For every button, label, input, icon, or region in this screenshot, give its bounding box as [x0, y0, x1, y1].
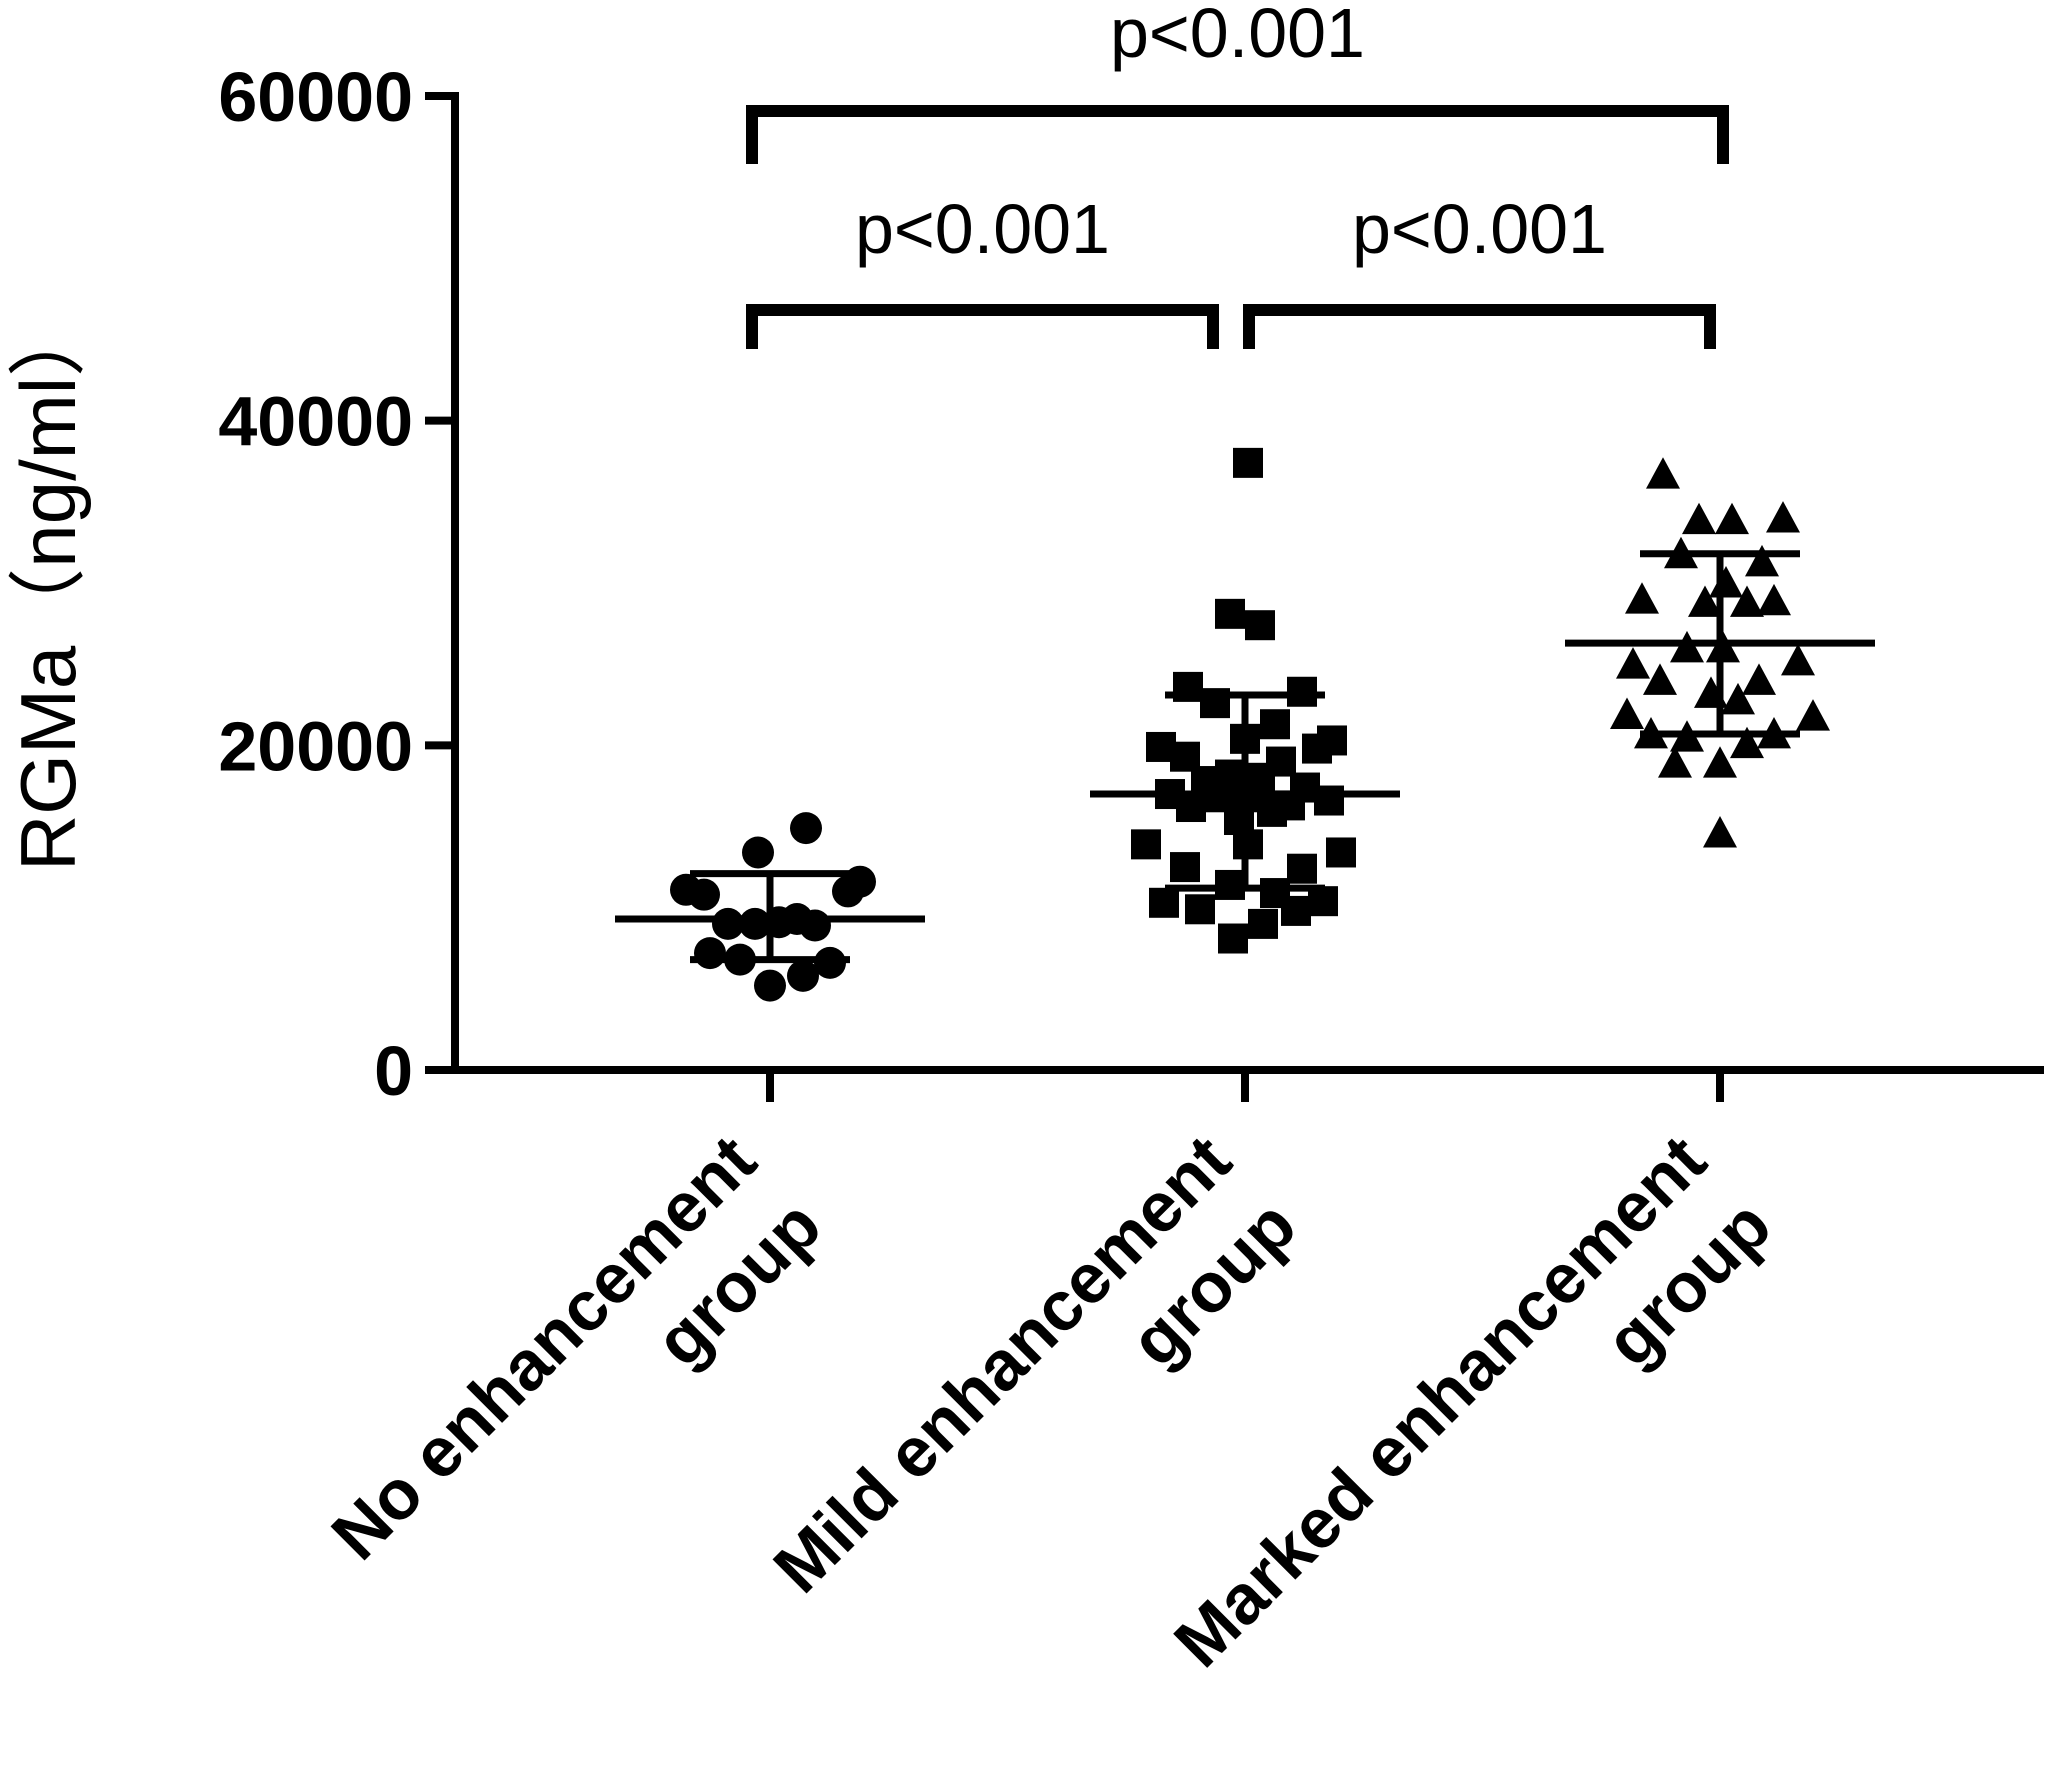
data-point-circle	[799, 909, 831, 942]
data-point-square	[1260, 709, 1290, 740]
y-tick-label: 40000	[218, 383, 413, 461]
significance-bracket	[746, 304, 1219, 349]
y-tick-label: 60000	[218, 58, 413, 136]
data-point-square	[1287, 853, 1317, 884]
p-value-label: p<0.001	[1352, 190, 1607, 268]
data-point-square	[1326, 837, 1356, 868]
data-point-triangle	[1643, 663, 1677, 695]
data-point-triangle	[1646, 457, 1680, 489]
data-point-triangle	[1658, 746, 1692, 778]
data-point-triangle	[1745, 544, 1779, 577]
data-point-circle	[754, 969, 786, 1002]
y-ticks: 0 20000 40000 60000	[218, 58, 455, 1110]
p-value-label: p<0.001	[1110, 0, 1365, 72]
data-point-triangle	[1781, 643, 1815, 676]
data-point-circle	[790, 812, 822, 845]
data-point-square	[1314, 785, 1344, 816]
data-point-square	[1131, 829, 1161, 860]
data-point-triangle	[1703, 746, 1737, 778]
significance-brackets: p<0.001 p<0.001 p<0.001	[746, 0, 1729, 349]
data-point-triangle	[1766, 501, 1800, 533]
x-tick-label: No enhancementgroup	[317, 1120, 836, 1639]
p-value-label: p<0.001	[855, 190, 1110, 268]
data-point-triangle	[1709, 566, 1743, 598]
data-point-triangle	[1688, 585, 1722, 617]
data-point-triangle	[1616, 647, 1650, 679]
data-point-triangle	[1730, 585, 1764, 617]
data-point-triangle	[1610, 697, 1644, 729]
significance-bracket	[746, 105, 1729, 164]
data-point-triangle	[1625, 582, 1659, 614]
y-axis-label: RGMa（ng/ml）	[4, 299, 92, 871]
data-point-square	[1245, 610, 1275, 641]
data-point-square	[1149, 887, 1179, 918]
data-point-triangle	[1670, 630, 1704, 663]
data-point-triangle	[1796, 699, 1830, 731]
data-point-square	[1218, 923, 1248, 954]
data-point-circle	[787, 959, 819, 992]
data-point-triangle	[1730, 726, 1764, 759]
data-point-circle	[844, 865, 876, 898]
y-tick-label: 20000	[218, 707, 413, 785]
data-point-square	[1317, 725, 1347, 756]
data-point-square	[1170, 852, 1200, 883]
data-point-circle	[688, 878, 720, 911]
data-point-triangle	[1721, 682, 1755, 715]
data-point-triangle	[1715, 502, 1749, 535]
y-tick-label: 0	[374, 1032, 413, 1110]
data-point-circle	[694, 937, 726, 970]
error-bars	[615, 550, 1875, 964]
data-point-square	[1215, 598, 1245, 629]
data-point-triangle	[1703, 815, 1737, 848]
data-point-circle	[742, 836, 774, 869]
data-point-square	[1248, 908, 1278, 939]
data-point-square	[1185, 894, 1215, 925]
data-point-square	[1266, 746, 1296, 777]
data-point-triangle	[1682, 502, 1716, 535]
data-point-triangle	[1742, 663, 1776, 695]
data-point-square	[1233, 447, 1263, 478]
data-point-square	[1281, 895, 1311, 926]
data-point-triangle	[1757, 583, 1791, 616]
significance-bracket	[1243, 304, 1716, 349]
